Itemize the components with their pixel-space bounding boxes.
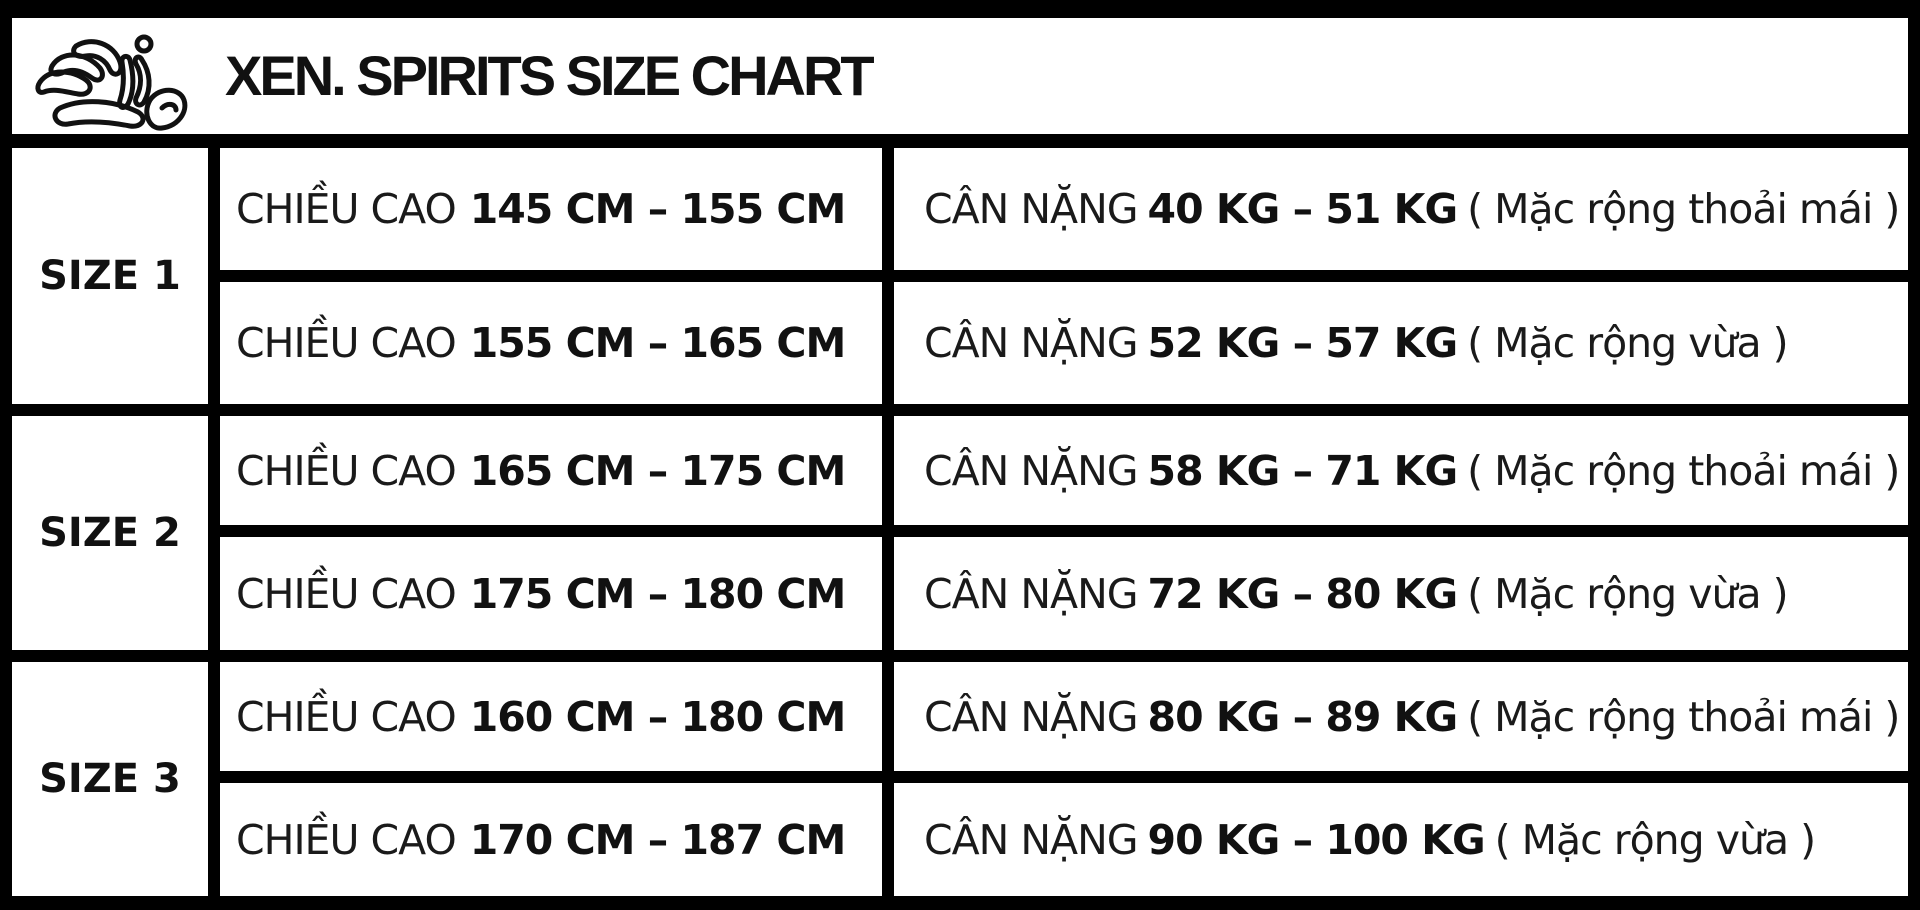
- weight-range: 40 KG – 51 KG: [1147, 185, 1459, 233]
- height-label: CHIỀU CAO: [236, 446, 457, 495]
- weight-range: 72 KG – 80 KG: [1147, 569, 1459, 618]
- weight-cell: CÂN NẶNG 40 KG – 51 KG( Mặc rộng thoải má…: [894, 148, 1908, 270]
- height-cell: CHIỀU CAO 155 CM – 165 CM: [220, 282, 882, 404]
- fit-note: ( Mặc rộng thoải mái ): [1467, 185, 1900, 233]
- chart-header: XEN. SPIRITS SIZE CHART: [12, 18, 1908, 134]
- weight-cell: CÂN NẶNG 52 KG – 57 KG( Mặc rộng vừa ): [894, 282, 1908, 404]
- chart-title: XEN. SPIRITS SIZE CHART: [225, 44, 875, 107]
- weight-range: 52 KG – 57 KG: [1147, 319, 1459, 367]
- height-cell: CHIỀU CAO 165 CM – 175 CM: [220, 416, 882, 525]
- height-cell: CHIỀU CAO 145 CM – 155 CM: [220, 148, 882, 270]
- brand-logo-icon: [35, 34, 188, 131]
- fit-note: ( Mặc rộng vừa ): [1467, 569, 1788, 618]
- fit-note: ( Mặc rộng thoải mái ): [1467, 692, 1900, 741]
- weight-cell: CÂN NẶNG 58 KG – 71 KG( Mặc rộng thoải má…: [894, 416, 1908, 525]
- size-chart-table: SIZE 1 CHIỀU CAO 145 CM – 155 CM CÂN NẶNG…: [12, 148, 1908, 896]
- height-range: 160 CM – 180 CM: [469, 692, 847, 741]
- weight-range: 80 KG – 89 KG: [1147, 692, 1459, 741]
- height-cell: CHIỀU CAO 170 CM – 187 CM: [220, 783, 882, 896]
- weight-cell: CÂN NẶNG 72 KG – 80 KG( Mặc rộng vừa ): [894, 537, 1908, 650]
- weight-range: 90 KG – 100 KG: [1147, 815, 1486, 864]
- height-range: 145 CM – 155 CM: [469, 185, 847, 233]
- weight-label: CÂN NẶNG: [924, 692, 1139, 741]
- height-cell: CHIỀU CAO 175 CM – 180 CM: [220, 537, 882, 650]
- height-label: CHIỀU CAO: [236, 185, 457, 233]
- weight-label: CÂN NẶNG: [924, 569, 1139, 618]
- fit-note: ( Mặc rộng vừa ): [1494, 815, 1816, 864]
- weight-label: CÂN NẶNG: [924, 446, 1139, 495]
- weight-label: CÂN NẶNG: [924, 815, 1139, 864]
- size-label: SIZE 3: [12, 662, 208, 896]
- height-range: 155 CM – 165 CM: [469, 319, 847, 367]
- weight-cell: CÂN NẶNG 90 KG – 100 KG( Mặc rộng vừa ): [894, 783, 1908, 896]
- height-range: 170 CM – 187 CM: [469, 815, 847, 864]
- height-label: CHIỀU CAO: [236, 319, 457, 367]
- fit-note: ( Mặc rộng vừa ): [1467, 319, 1788, 367]
- height-label: CHIỀU CAO: [236, 815, 457, 864]
- height-label: CHIỀU CAO: [236, 569, 457, 618]
- size-label: SIZE 1: [12, 148, 208, 404]
- weight-cell: CÂN NẶNG 80 KG – 89 KG( Mặc rộng thoải má…: [894, 662, 1908, 771]
- height-cell: CHIỀU CAO 160 CM – 180 CM: [220, 662, 882, 771]
- weight-label: CÂN NẶNG: [924, 319, 1139, 367]
- weight-range: 58 KG – 71 KG: [1147, 446, 1459, 495]
- height-range: 175 CM – 180 CM: [469, 569, 847, 618]
- fit-note: ( Mặc rộng thoải mái ): [1467, 446, 1900, 495]
- height-range: 165 CM – 175 CM: [469, 446, 847, 495]
- size-label: SIZE 2: [12, 416, 208, 650]
- height-label: CHIỀU CAO: [236, 692, 457, 741]
- weight-label: CÂN NẶNG: [924, 185, 1139, 233]
